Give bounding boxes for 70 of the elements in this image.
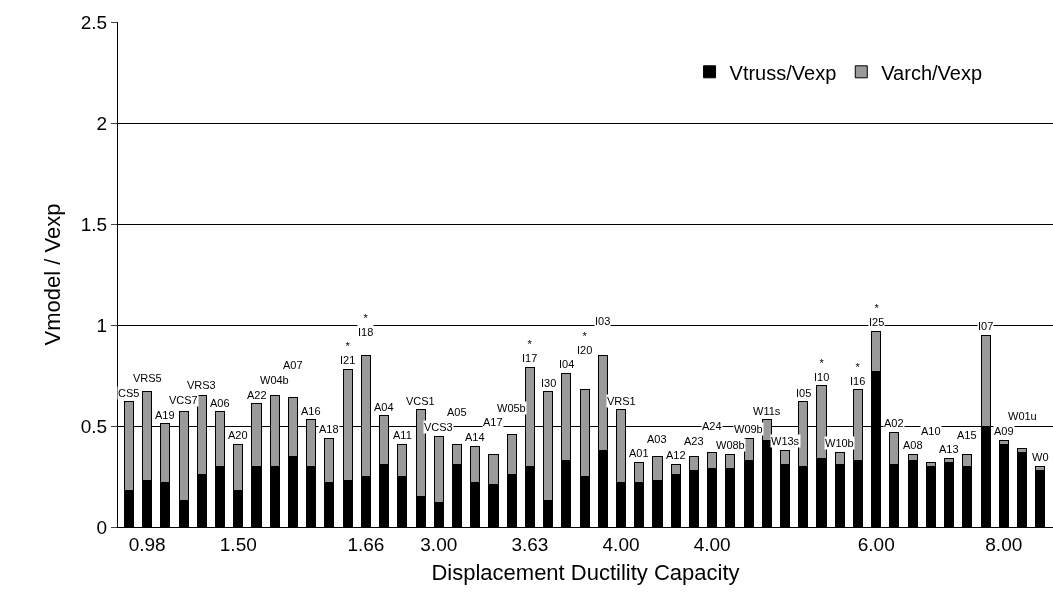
data-label: A23 xyxy=(684,435,704,447)
data-label: VCS1 xyxy=(406,395,435,407)
data-label: VRS1 xyxy=(607,395,636,407)
data-label: * I16 xyxy=(850,361,866,388)
data-label: A22 xyxy=(247,389,267,401)
data-label: A09 xyxy=(994,425,1014,437)
data-label: A16 xyxy=(301,405,321,417)
data-label: * I21 xyxy=(340,340,356,367)
data-label: * I20 xyxy=(577,330,593,357)
data-label: A24 xyxy=(702,420,722,432)
data-label: A06 xyxy=(210,397,230,409)
legend-label: Varch/Vexp xyxy=(881,61,983,84)
data-label: A13 xyxy=(939,443,959,455)
x-tick-label: 0.98 xyxy=(128,533,166,555)
data-label: VRS3 xyxy=(187,379,216,391)
y-tick-label: 0.5 xyxy=(80,415,108,437)
x-tick-label: 8.00 xyxy=(985,533,1023,555)
y-tick-label: 1.5 xyxy=(80,213,108,235)
data-label: I07 xyxy=(978,320,994,332)
x-tick-label: 6.00 xyxy=(857,533,895,555)
x-tick-label: 3.00 xyxy=(420,533,458,555)
y-tick-label: 0 xyxy=(96,516,108,538)
data-label: I03 xyxy=(595,315,611,327)
data-label: A10 xyxy=(921,425,941,437)
data-label: A03 xyxy=(647,433,667,445)
data-label: A12 xyxy=(666,449,686,461)
data-label: * I17 xyxy=(522,338,538,365)
legend-label: Vtruss/Vexp xyxy=(729,61,837,84)
data-label: I30 xyxy=(541,377,557,389)
data-label: I04 xyxy=(559,358,575,370)
data-label: W04b xyxy=(260,374,289,386)
x-tick-label: 1.66 xyxy=(347,533,385,555)
data-label: A04 xyxy=(374,401,394,413)
y-tick-label: 2.5 xyxy=(80,11,108,33)
data-label: W01u xyxy=(1008,410,1037,422)
y-axis-title: Vmodel / Vexp xyxy=(39,203,65,346)
data-label: VCS7 xyxy=(169,394,198,406)
data-label: W0 xyxy=(1032,451,1049,463)
x-tick-label: 4.00 xyxy=(693,533,731,555)
data-label: A07 xyxy=(283,359,303,371)
y-tick-label: 1 xyxy=(96,314,108,336)
data-label: A11 xyxy=(393,429,412,441)
data-label: VRS5 xyxy=(133,372,162,384)
data-label: A01 xyxy=(629,447,649,459)
data-label: W10b xyxy=(825,437,854,449)
data-label: W05b xyxy=(497,402,526,414)
x-axis-title: Displacement Ductility Capacity xyxy=(431,559,740,585)
data-label: W08b xyxy=(716,439,745,451)
data-label: I05 xyxy=(796,387,812,399)
data-label: * I18 xyxy=(358,312,374,339)
data-label: A05 xyxy=(447,406,467,418)
data-label: W11s xyxy=(753,405,781,417)
data-label: A17 xyxy=(483,416,503,428)
data-label: * I25 xyxy=(869,302,885,329)
data-label: W09b xyxy=(734,423,763,435)
data-label: A15 xyxy=(957,429,977,441)
x-tick-label: 1.50 xyxy=(219,533,257,555)
data-label: VCS3 xyxy=(424,421,453,433)
data-label: W13s xyxy=(771,435,800,447)
x-tick-label: 3.63 xyxy=(511,533,549,555)
data-label: * I10 xyxy=(814,357,830,384)
data-label: A14 xyxy=(465,431,485,443)
data-label: A08 xyxy=(903,439,923,451)
data-label: CS5 xyxy=(118,387,140,399)
x-tick-label: 4.00 xyxy=(602,533,640,555)
data-label: A18 xyxy=(319,423,339,435)
y-tick-label: 2 xyxy=(96,112,108,134)
data-label: A02 xyxy=(884,417,904,429)
data-label: A20 xyxy=(228,429,248,441)
data-label: A19 xyxy=(155,409,175,421)
